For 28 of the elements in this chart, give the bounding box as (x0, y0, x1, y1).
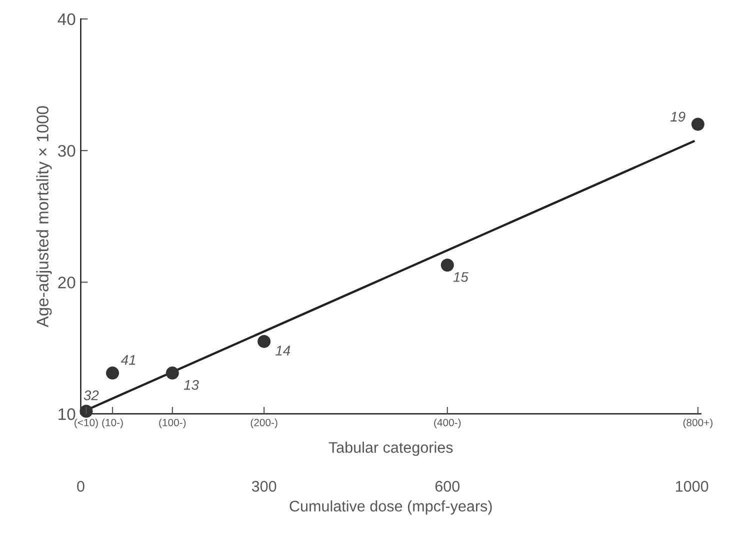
x-tick-label: 0 (77, 480, 84, 492)
point (440, 258, 454, 272)
point (106, 366, 120, 380)
text: (400-) (434, 418, 461, 428)
annotation: 13 (184, 380, 199, 390)
x-tick-label: 1000 (676, 480, 708, 492)
x-tick-label: 600 (435, 480, 460, 492)
point (691, 118, 704, 131)
text: (200-) (250, 418, 278, 428)
y-tick-label: 30 (58, 144, 76, 157)
text: (10-) (102, 418, 123, 428)
annotation: 41 (120, 355, 136, 365)
x-axis-title: Cumulative dose (mpcf-years) (290, 500, 492, 515)
point (166, 366, 179, 380)
y-axis-title: Age-adjusted mortality × 1000 (36, 106, 52, 328)
text: (800+) (683, 418, 712, 428)
x-tick-label: 300 (252, 480, 276, 492)
annotation: 32 (84, 390, 99, 400)
y-tick-label: 40 (58, 13, 76, 26)
annotation: 14 (276, 346, 290, 356)
annotation: 15 (453, 272, 468, 282)
text: (100-) (159, 418, 186, 428)
y-tick-label: 10 (58, 408, 76, 420)
y-tick-label: 20 (58, 276, 76, 288)
point (258, 334, 271, 348)
text: (<10) (74, 418, 98, 428)
annotation: 19 (670, 112, 686, 122)
x2-axis-title: Tabular categories (328, 442, 453, 456)
